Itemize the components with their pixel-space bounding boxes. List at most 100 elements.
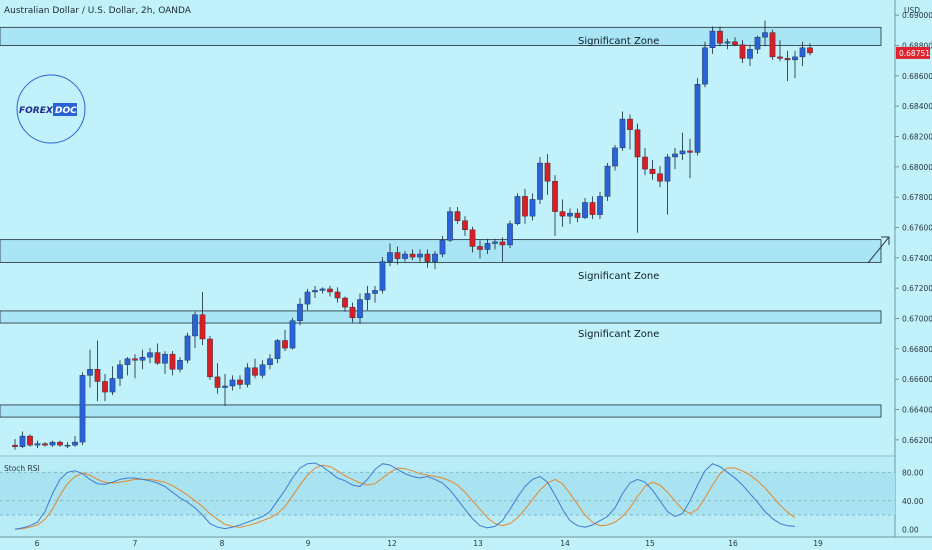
candle-body	[79, 375, 86, 443]
y-tick-label: 0.69000	[902, 11, 932, 20]
candle	[177, 357, 183, 373]
x-tick-label: 9	[306, 539, 311, 548]
candle	[132, 354, 138, 379]
candle	[732, 37, 738, 47]
candle	[402, 251, 408, 262]
candle	[574, 208, 581, 223]
candle	[657, 166, 663, 188]
candle	[297, 298, 303, 326]
candle	[619, 111, 626, 151]
currency-label: USD	[904, 6, 920, 15]
y-tick-label: 0.68600	[902, 72, 932, 81]
candle-body	[357, 299, 363, 318]
candle	[747, 44, 753, 66]
candle-body	[567, 212, 573, 217]
candle-body	[732, 41, 738, 45]
candle-body	[132, 358, 138, 361]
candle-body	[687, 150, 693, 153]
candle-body	[274, 340, 281, 359]
candle	[199, 291, 206, 346]
candle	[514, 193, 521, 226]
candle	[327, 285, 333, 297]
candle-body	[702, 47, 708, 85]
candle-body	[139, 356, 146, 361]
candle	[79, 372, 86, 446]
significant-zone-3	[0, 404, 882, 418]
candle	[139, 349, 146, 370]
y-tick-label: 0.67200	[902, 284, 932, 293]
candle-body	[649, 168, 656, 174]
candle-body	[177, 360, 183, 370]
trend-arrow-icon[interactable]	[867, 236, 890, 264]
candle	[349, 302, 356, 323]
y-tick-label: 0.67000	[902, 315, 932, 324]
candle-body	[807, 47, 813, 54]
candle-body	[604, 165, 611, 197]
candle	[334, 287, 341, 303]
candle	[664, 153, 671, 215]
candle-body	[417, 253, 423, 258]
candle	[717, 26, 723, 47]
candle-body	[709, 30, 716, 48]
candle-body	[49, 441, 56, 446]
candle	[739, 40, 746, 63]
candle	[267, 354, 273, 370]
candle-body	[792, 56, 798, 61]
candle-body	[739, 44, 746, 59]
candle-body	[162, 353, 168, 364]
significant-zone-2	[0, 310, 882, 324]
candle-body	[462, 220, 468, 230]
candle	[64, 442, 71, 449]
candle-body	[94, 369, 101, 382]
candle	[649, 160, 656, 180]
candle-body	[87, 369, 93, 376]
x-tick-label: 8	[220, 539, 225, 548]
candle	[439, 235, 446, 258]
candle-body	[657, 173, 663, 182]
candle	[447, 207, 453, 242]
candle	[634, 123, 641, 233]
x-tick-label: 12	[387, 539, 397, 548]
candle	[42, 442, 48, 447]
candle-body	[19, 435, 26, 447]
y-tick-label: 0.68800	[902, 42, 932, 51]
candle-body	[72, 441, 78, 446]
x-tick-label: 16	[728, 539, 738, 548]
candle-body	[402, 253, 408, 259]
candle-body	[454, 211, 461, 221]
candle-body	[409, 253, 416, 258]
candle	[109, 366, 116, 396]
candle	[312, 285, 318, 299]
y-tick-label: 0.68000	[902, 163, 932, 172]
candle-body	[769, 32, 776, 58]
y-tick-label: 0.68200	[902, 133, 932, 142]
candle-body	[777, 56, 783, 59]
candle	[357, 293, 363, 324]
candle-body	[522, 196, 528, 217]
candle	[672, 147, 678, 170]
candle	[484, 238, 491, 255]
candle	[559, 199, 566, 227]
y-tick-label: 0.66200	[902, 436, 932, 445]
price-axis: 0.69000 0.68800 0.68600 0.68400 0.68200 0.680…	[895, 11, 932, 445]
candle-body	[439, 240, 446, 255]
candle	[769, 29, 776, 60]
zones-layer: Significant Zone Significant Zone Signific…	[0, 26, 882, 418]
x-tick-label: 15	[645, 539, 655, 548]
candle	[469, 226, 476, 253]
candle-body	[574, 212, 581, 218]
candle-body	[117, 364, 123, 379]
candle	[124, 357, 131, 376]
last-price-value: 0.68751	[899, 49, 930, 58]
candle	[49, 440, 56, 447]
y-tick-label: 0.68400	[902, 102, 932, 111]
candle	[694, 78, 701, 156]
candle-body	[319, 288, 326, 291]
candle-body	[349, 306, 356, 318]
candle-body	[619, 118, 626, 149]
candle-body	[544, 162, 551, 182]
candle	[319, 287, 326, 294]
candle-body	[27, 435, 33, 446]
candle	[192, 311, 198, 349]
candle-body	[297, 303, 303, 321]
